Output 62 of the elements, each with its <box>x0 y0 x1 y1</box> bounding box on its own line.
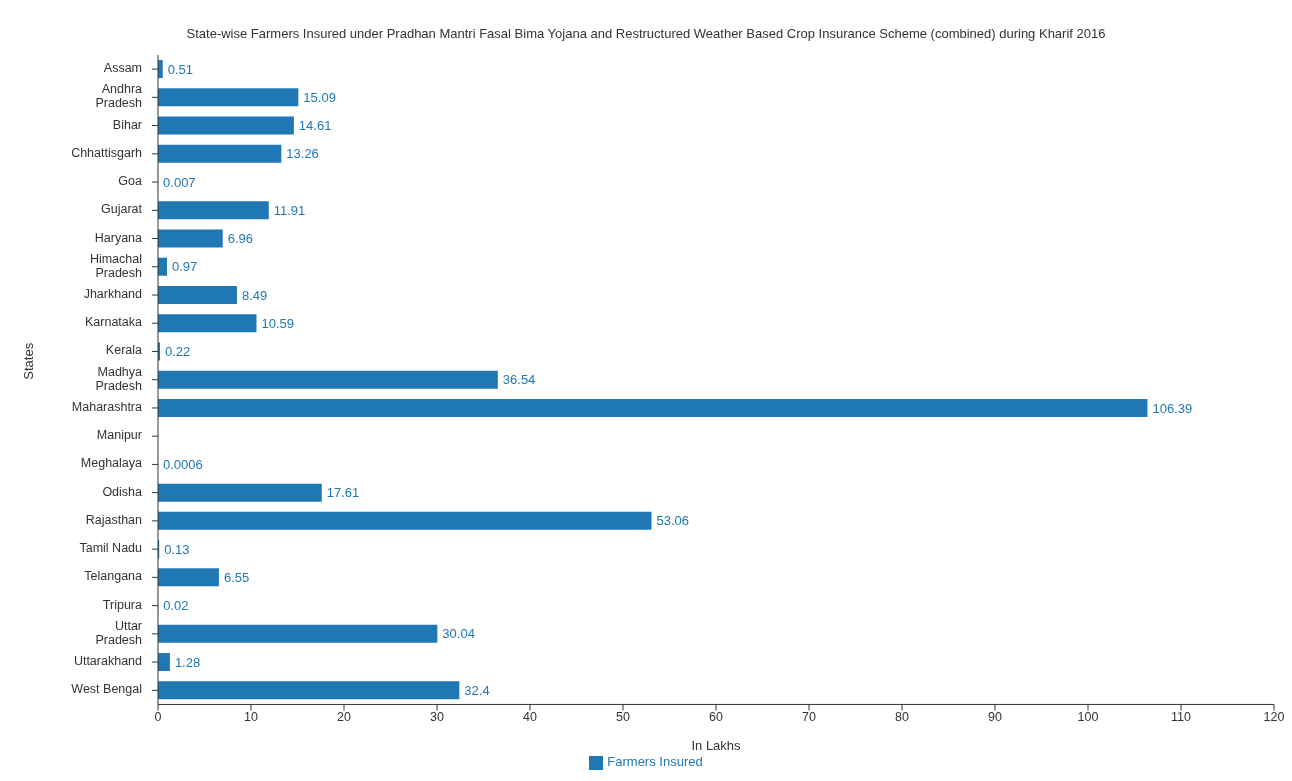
x-tick-label: 0 <box>154 710 162 725</box>
data-label: 6.96 <box>227 231 254 247</box>
y-tick-label: Goa <box>118 174 143 189</box>
y-tick-label: Maharashtra <box>71 400 143 415</box>
data-label: 11.91 <box>273 202 306 218</box>
y-tick-label: Karnataka <box>85 315 143 330</box>
y-tick-label: Uttarakhand <box>73 654 143 669</box>
x-tick-label: 50 <box>616 710 630 725</box>
y-tick-label: Assam <box>103 61 142 76</box>
y-tick-label: Odisha <box>102 484 143 499</box>
data-label: 8.49 <box>241 287 268 303</box>
data-label: 32.4 <box>464 682 490 698</box>
y-tick-label: Haryana <box>94 230 143 245</box>
data-label: 0.007 <box>163 174 196 190</box>
y-tick-label: West Bengal <box>71 682 142 697</box>
x-tick-label: 20 <box>337 710 351 725</box>
data-label: 17.61 <box>326 485 360 501</box>
data-label: 0.97 <box>172 259 198 275</box>
data-label: 0.51 <box>167 61 194 77</box>
y-tick-label: Meghalaya <box>80 456 143 471</box>
y-tick-label: Tamil Nadu <box>79 541 143 556</box>
x-tick-label: 30 <box>430 710 444 725</box>
data-label: 0.13 <box>164 541 190 557</box>
data-label: 36.54 <box>502 372 536 388</box>
data-label: 0.22 <box>165 344 191 360</box>
x-tick-label: 110 <box>1171 710 1192 725</box>
data-label: 0.02 <box>163 598 189 614</box>
y-tick-label: Bihar <box>112 117 142 132</box>
y-tick-label: Kerala <box>105 343 143 358</box>
y-tick-label: Madhya Pradesh <box>95 365 143 394</box>
y-axis-title: States <box>20 342 36 380</box>
y-tick-label: Manipur <box>96 428 142 443</box>
data-label: 53.06 <box>656 513 689 529</box>
x-tick-label: 10 <box>244 710 258 725</box>
x-tick-label: 40 <box>523 710 537 725</box>
chart-title: State-wise Farmers Insured under Pradhan Mantri Fasal Bima Yojana and Restructured Weather Based Crop Insurance Scheme (combined) during Kharif 2016 <box>185 25 1107 43</box>
y-tick-label: Uttar Pradesh <box>95 619 143 648</box>
data-label: 14.61 <box>298 118 332 134</box>
x-axis-title: In Lakhs <box>691 738 742 754</box>
x-tick-label: 70 <box>802 710 816 725</box>
y-tick-label: Telangana <box>84 569 143 584</box>
data-label: 6.55 <box>223 569 250 585</box>
y-tick-label: Andhra Pradesh <box>95 82 143 111</box>
data-label: 13.26 <box>286 146 319 162</box>
legend-label: Farmers Insured <box>607 754 703 770</box>
data-label: 15.09 <box>303 89 336 105</box>
x-tick-label: 80 <box>895 710 909 725</box>
x-tick-label: 120 <box>1263 710 1285 725</box>
x-tick-label: 100 <box>1077 710 1099 725</box>
y-tick-label: Himachal Pradesh <box>89 252 143 281</box>
x-tick-label: 90 <box>988 710 1002 725</box>
y-tick-label: Chhattisgarh <box>71 146 143 161</box>
x-tick-label: 60 <box>709 710 723 725</box>
data-label: 0.0006 <box>163 457 203 473</box>
y-tick-label: Tripura <box>102 597 143 612</box>
data-label: 1.28 <box>174 654 201 670</box>
data-label: 10.59 <box>261 315 295 331</box>
data-label: 30.04 <box>442 626 475 642</box>
data-label: 106.39 <box>1152 400 1193 416</box>
y-tick-label: Jharkhand <box>83 287 143 302</box>
y-tick-label: Gujarat <box>101 202 143 217</box>
y-tick-label: Rajasthan <box>85 513 143 528</box>
